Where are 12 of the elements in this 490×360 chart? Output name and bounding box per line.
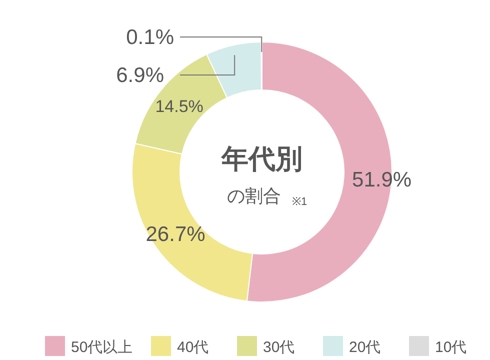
legend-label: 20代 bbox=[349, 339, 381, 356]
data-label: 51.9% bbox=[352, 168, 412, 192]
legend-label: 30代 bbox=[263, 339, 295, 356]
text: の割合 bbox=[227, 186, 281, 206]
data-label: 14.5% bbox=[155, 96, 204, 116]
text: ※1 bbox=[292, 196, 308, 208]
legend-label: 50代以上 bbox=[71, 339, 133, 356]
text: 年代別 bbox=[220, 144, 302, 174]
legend-label: 10代 bbox=[435, 339, 467, 356]
legend-label: 40代 bbox=[177, 339, 209, 356]
data-label: 6.9% bbox=[116, 64, 164, 87]
data-label: 0.1% bbox=[126, 26, 174, 49]
